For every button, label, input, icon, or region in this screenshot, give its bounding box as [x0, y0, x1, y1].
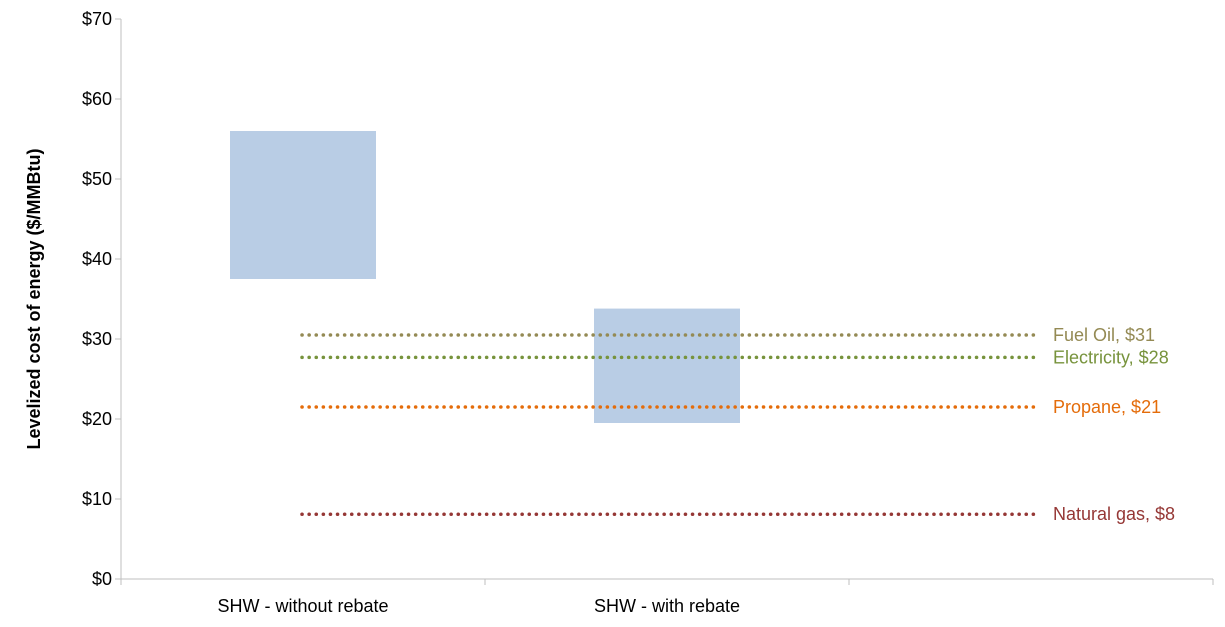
y-axis-ticks: $0 $10 $20 $30 $40 $50 $60 $70: [82, 9, 121, 589]
x-axis-ticks: [120, 579, 1214, 585]
reference-lines: [300, 333, 1039, 516]
y-tick-label: $0: [92, 569, 112, 589]
y-axis-title-group: Levelized cost of energy ($/MMBtu): [24, 148, 44, 449]
y-tick-label: $20: [82, 409, 112, 429]
y-tick-label: $40: [82, 249, 112, 269]
range-bar: [594, 308, 740, 423]
range-bar: [230, 131, 376, 279]
category-labels: SHW - without rebate SHW - with rebate: [217, 596, 740, 616]
y-tick-label: $10: [82, 489, 112, 509]
x-category-label: SHW - with rebate: [594, 596, 740, 616]
reference-line-label: Electricity, $28: [1053, 347, 1169, 367]
y-tick-label: $30: [82, 329, 112, 349]
y-axis-title: Levelized cost of energy ($/MMBtu): [24, 148, 44, 449]
reference-line-label: Propane, $21: [1053, 397, 1161, 417]
y-tick-label: $70: [82, 9, 112, 29]
y-tick-label: $50: [82, 169, 112, 189]
reference-line-label: Fuel Oil, $31: [1053, 325, 1155, 345]
reference-line-label: Natural gas, $8: [1053, 504, 1175, 524]
range-bars: [230, 131, 740, 423]
y-tick-label: $60: [82, 89, 112, 109]
axes: [120, 19, 1213, 580]
x-category-label: SHW - without rebate: [217, 596, 388, 616]
